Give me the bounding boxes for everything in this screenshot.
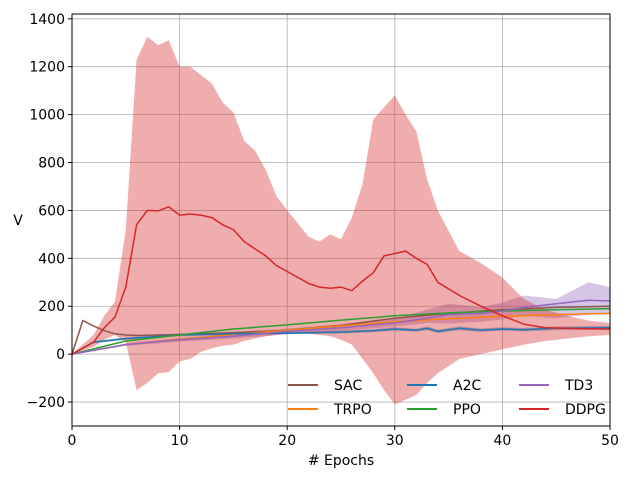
x-tick-label: 50 xyxy=(601,433,619,449)
y-tick-label: 200 xyxy=(38,299,65,315)
x-tick-label: 30 xyxy=(386,433,404,449)
band-ddpg xyxy=(72,36,610,405)
legend-label-a2c: A2C xyxy=(453,378,481,394)
y-tick-label: 1400 xyxy=(29,12,65,28)
y-tick-label: 800 xyxy=(38,156,65,172)
x-tick-label: 20 xyxy=(278,433,296,449)
legend-label-sac: SAC xyxy=(334,378,362,394)
series-line-ppo xyxy=(71,307,611,355)
legend-label-ddpg: DDPG xyxy=(565,402,606,418)
y-tick-label: 1000 xyxy=(29,108,65,124)
axis-ticks: 0 10 20 30 40 50 −200 0 200 400 600 800 1000 1200 1400 xyxy=(27,12,619,449)
confidence-bands xyxy=(72,36,610,405)
legend-label-ppo: PPO xyxy=(453,402,481,418)
x-axis-label: # Epochs xyxy=(308,453,374,469)
y-tick-label: 0 xyxy=(56,347,65,363)
x-tick-label: 40 xyxy=(493,433,511,449)
y-tick-label: −200 xyxy=(27,395,65,411)
y-tick-label: 1200 xyxy=(29,60,65,76)
y-tick-label: 400 xyxy=(38,251,65,267)
legend-label-td3: TD3 xyxy=(564,378,593,394)
y-tick-label: 600 xyxy=(38,203,65,219)
series-lines xyxy=(71,205,611,355)
legend-label-trpo: TRPO xyxy=(333,402,372,418)
legend: SAC TRPO A2C PPO TD3 DDPG xyxy=(288,378,606,418)
x-tick-label: 0 xyxy=(68,433,77,449)
plot-frame xyxy=(71,13,611,427)
series-line-td3 xyxy=(71,299,611,355)
series-line-ddpg xyxy=(71,205,611,355)
x-tick-label: 10 xyxy=(171,433,189,449)
y-axis-label: V xyxy=(13,213,23,229)
